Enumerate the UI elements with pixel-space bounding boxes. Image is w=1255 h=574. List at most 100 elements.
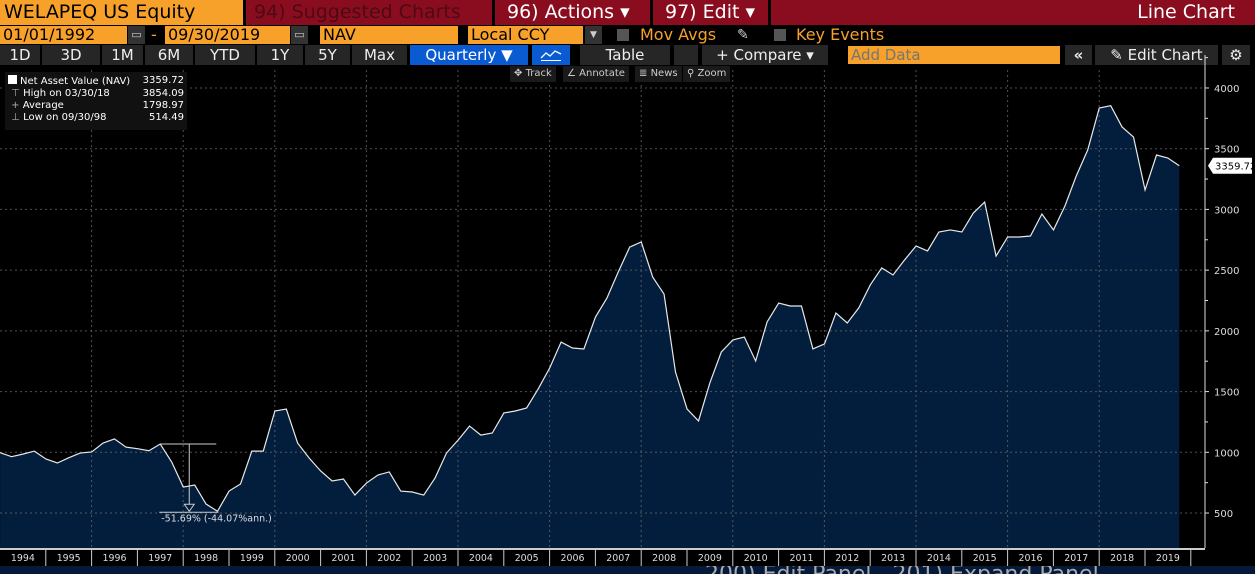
news-label: News [650, 68, 678, 79]
x-tick-label: 1995 [57, 553, 81, 564]
pencil-icon[interactable]: ✎ [737, 27, 749, 43]
x-tick-label: 2004 [469, 553, 493, 564]
x-tick-label: 2006 [561, 553, 585, 564]
news-tool[interactable]: ≣ News [635, 66, 682, 82]
x-tick-label: 2008 [652, 553, 676, 564]
frequency-dropdown[interactable]: Quarterly ▼ [410, 45, 528, 65]
arrow-down-icon [183, 503, 196, 513]
toolbar-spacer [674, 45, 698, 65]
x-tick-label: 2018 [1110, 553, 1134, 564]
magnifier-icon: ⚲ [687, 68, 698, 79]
calendar-icon[interactable]: ▭ [128, 26, 145, 44]
annotate-label: Annotate [579, 68, 625, 79]
legend-series-name: Net Asset Value (NAV) [20, 76, 131, 87]
y-tick-label: 2500 [1214, 266, 1239, 277]
x-tick-label: 1997 [148, 553, 172, 564]
y-tick-label: 500 [1214, 509, 1233, 520]
drawdown-label: -51.69% (-44.07%ann.) [161, 513, 272, 524]
period-button-ytd[interactable]: YTD [195, 45, 255, 65]
last-value-marker [1208, 157, 1252, 174]
x-tick-label: 2017 [1064, 553, 1088, 564]
ticker-title[interactable]: WELAPEQ US Equity [0, 0, 243, 25]
legend-average-label: Average [22, 100, 64, 111]
period-button-5y[interactable]: 5Y [305, 45, 350, 65]
high-icon: ⊤ [8, 88, 24, 99]
edit-chart-label: Edit Chart [1127, 46, 1203, 64]
x-tick-label: 2016 [1019, 553, 1043, 564]
y-tick-label: 3500 [1214, 145, 1239, 156]
key-events-label: Key Events [796, 25, 885, 44]
calendar-icon[interactable]: ▭ [291, 26, 308, 44]
field-input[interactable]: NAV [320, 26, 458, 44]
chart-type-label: Line Chart [771, 0, 1255, 25]
legend-low-value: 514.49 [149, 112, 184, 123]
x-tick-label: 1996 [103, 553, 127, 564]
table-button[interactable]: Table [580, 45, 670, 65]
collapse-icon[interactable]: « [1065, 45, 1092, 65]
key-events-checkbox[interactable] [774, 29, 786, 41]
area-fill [0, 105, 1180, 548]
y-tick-label: 2000 [1214, 327, 1239, 338]
x-tick-label: 2014 [927, 553, 951, 564]
suggested-charts-button[interactable]: 94) Suggested Charts [246, 0, 492, 25]
chart-legend: Net Asset Value (NAV) 3359.72 ⊤ High on 0… [5, 72, 187, 130]
track-label: Track [525, 68, 552, 79]
series-swatch[interactable] [8, 75, 17, 84]
x-tick-label: 2009 [698, 553, 722, 564]
panel-actions[interactable]: 200) Edit Panel 201) Expand Panel [705, 566, 1099, 574]
mov-avgs-checkbox[interactable] [617, 29, 629, 41]
x-tick-label: 2015 [973, 553, 997, 564]
edit-menu[interactable]: 97) Edit ▾ [653, 0, 768, 25]
x-axis-band [0, 548, 1205, 566]
x-tick-label: 2010 [744, 553, 768, 564]
period-button-1m[interactable]: 1M [102, 45, 143, 65]
date-separator: - [151, 25, 157, 44]
y-tick-label: 3000 [1214, 205, 1239, 216]
legend-series-value: 3359.72 [142, 75, 184, 86]
news-icon: ≣ [639, 68, 651, 79]
x-tick-label: 2003 [423, 553, 447, 564]
zoom-tool[interactable]: ⚲ Zoom [683, 66, 731, 82]
period-button-3d[interactable]: 3D [42, 45, 100, 65]
track-tool[interactable]: ✥ Track [510, 66, 556, 82]
y-tick-label: 4000 [1214, 84, 1239, 95]
line-chart-icon[interactable] [532, 45, 570, 65]
chevron-down-icon[interactable]: ▼ [585, 26, 602, 44]
legend-low-label: Low on 09/30/98 [23, 112, 107, 123]
x-tick-label: 1994 [11, 553, 35, 564]
x-tick-label: 1999 [240, 553, 264, 564]
period-button-max[interactable]: Max [352, 45, 407, 65]
x-tick-label: 1998 [194, 553, 218, 564]
end-date-field[interactable]: 09/30/2019 [165, 26, 290, 44]
start-date-field[interactable]: 01/01/1992 [0, 26, 127, 44]
currency-select[interactable]: Local CCY [468, 26, 583, 44]
actions-menu[interactable]: 96) Actions ▾ [495, 0, 650, 25]
period-button-1d[interactable]: 1D [0, 45, 40, 65]
average-icon: + [8, 100, 23, 111]
low-icon: ⊥ [8, 112, 24, 123]
annotate-icon: ∠ [567, 68, 580, 79]
compare-button[interactable]: + Compare ▾ [702, 45, 828, 65]
x-tick-label: 2011 [790, 553, 814, 564]
period-button-1y[interactable]: 1Y [257, 45, 303, 65]
x-tick-label: 2001 [332, 553, 356, 564]
last-value-label: 3359.72 [1215, 162, 1255, 173]
annotate-tool[interactable]: ∠ Annotate [563, 66, 629, 82]
mov-avgs-label: Mov Avgs [640, 25, 717, 44]
legend-high-label: High on 03/30/18 [23, 88, 110, 99]
gear-icon[interactable]: ⚙ [1222, 45, 1250, 65]
bottom-panel-bar[interactable]: 200) Edit Panel 201) Expand Panel [0, 566, 1255, 574]
legend-average-value: 1798.97 [142, 100, 184, 111]
period-button-6m[interactable]: 6M [145, 45, 193, 65]
x-tick-label: 2012 [835, 553, 859, 564]
x-tick-label: 2000 [286, 553, 310, 564]
x-tick-label: 2007 [606, 553, 630, 564]
x-tick-label: 2002 [377, 553, 401, 564]
x-tick-label: 2013 [881, 553, 905, 564]
add-data-input[interactable] [848, 46, 1060, 64]
nav-line [0, 105, 1180, 513]
edit-chart-button[interactable]: ✎ Edit Chart [1095, 45, 1218, 65]
x-tick-label: 2005 [515, 553, 539, 564]
x-tick-label: 2019 [1156, 553, 1180, 564]
